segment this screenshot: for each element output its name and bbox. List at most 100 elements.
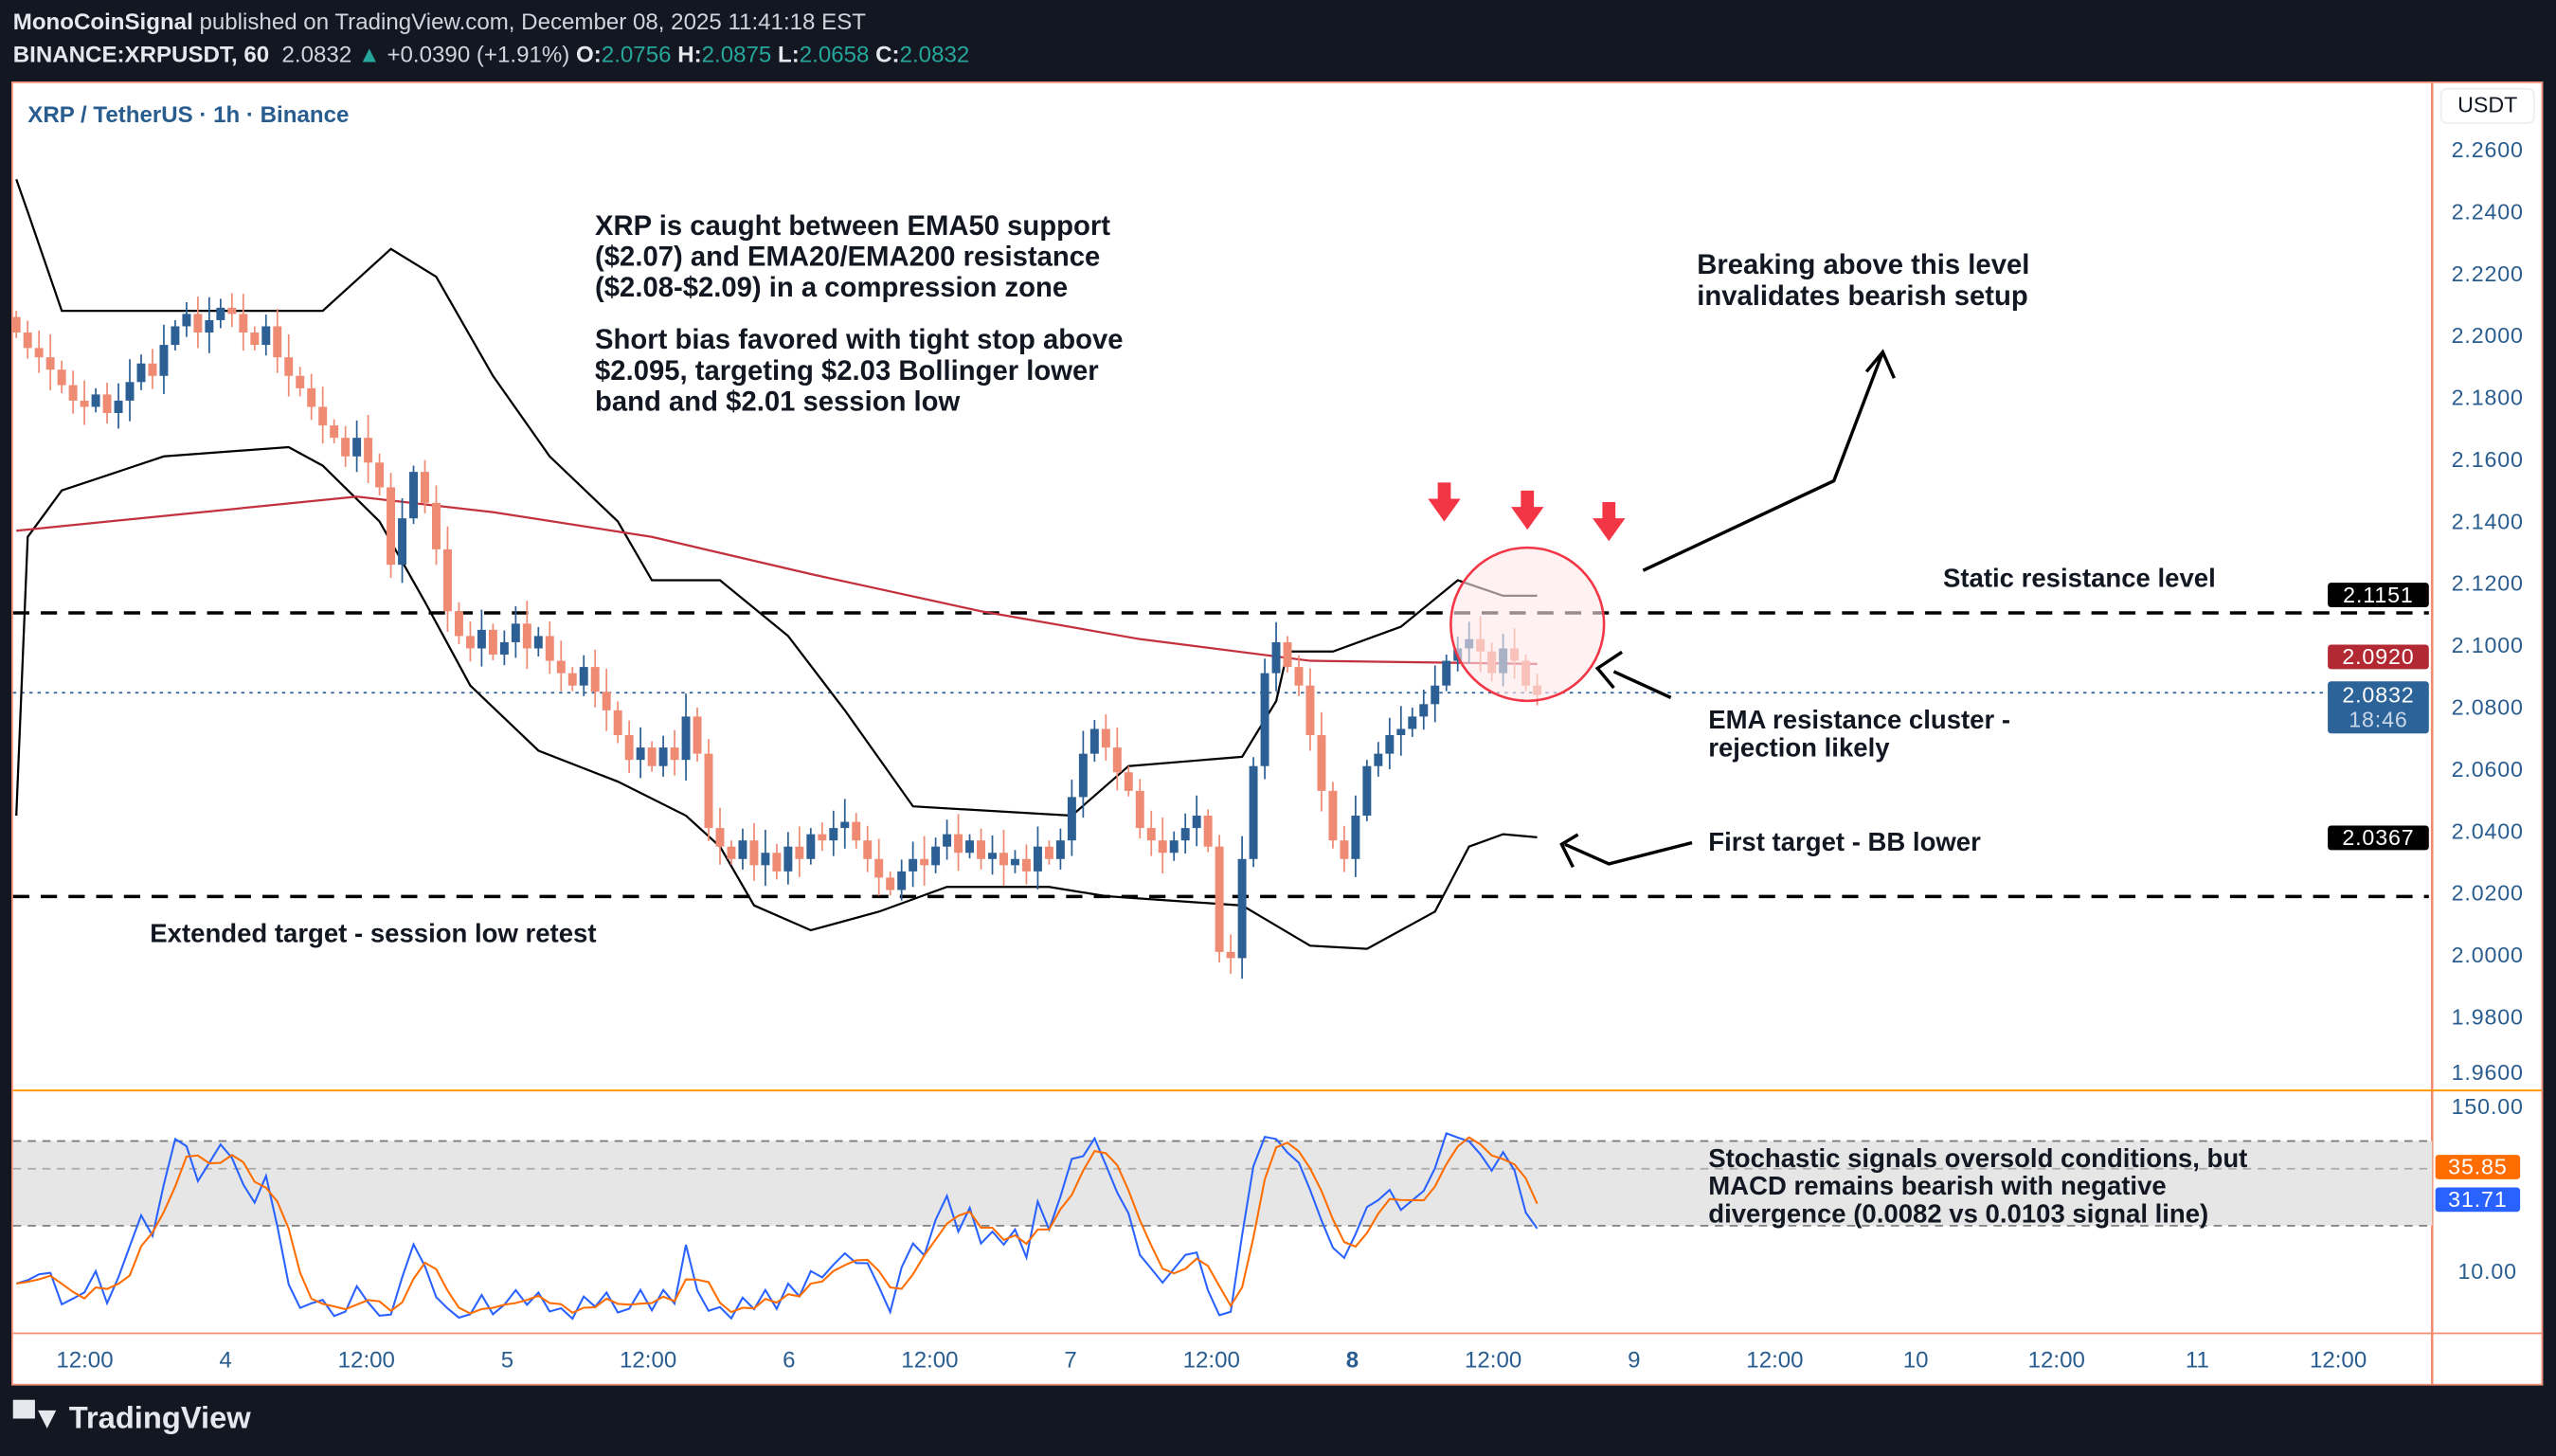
candle-body bbox=[749, 840, 759, 866]
candle-body bbox=[829, 828, 838, 841]
high-value: 2.0875 bbox=[701, 41, 772, 67]
candle-body bbox=[1135, 790, 1144, 829]
arrow-down-icon bbox=[1593, 501, 1626, 542]
candle bbox=[45, 333, 55, 391]
candle-body bbox=[125, 382, 135, 401]
candle bbox=[1169, 831, 1179, 861]
bollinger-lower-line bbox=[15, 445, 1538, 950]
close-label: C: bbox=[875, 41, 900, 67]
note-line: invalidates bearish setup bbox=[1697, 279, 2028, 312]
candle-body bbox=[261, 326, 271, 346]
last-price-tag: 2.0832 18:46 bbox=[2328, 681, 2429, 734]
candle-body bbox=[1021, 858, 1031, 872]
candle-body bbox=[670, 747, 679, 761]
candle-body bbox=[693, 716, 702, 754]
candle bbox=[307, 373, 316, 421]
candle-body bbox=[556, 660, 566, 674]
candle-body bbox=[250, 333, 260, 346]
ema-cluster-arrow[interactable] bbox=[1594, 650, 1672, 700]
candle bbox=[148, 349, 157, 389]
extended-target-note: Extended target - session low retest bbox=[150, 921, 597, 949]
candle-body bbox=[171, 326, 180, 346]
candle bbox=[330, 419, 339, 444]
author-name[interactable]: MonoCoinSignal bbox=[12, 8, 193, 35]
stochastic-fast-tag: 31.71 bbox=[2435, 1187, 2521, 1213]
candle-body bbox=[1374, 753, 1383, 766]
candle-body bbox=[68, 385, 78, 401]
candle bbox=[1044, 840, 1053, 865]
candle-body bbox=[897, 871, 907, 890]
candle-body bbox=[931, 846, 941, 866]
candle-body bbox=[1011, 858, 1019, 866]
candle bbox=[783, 832, 793, 885]
candle bbox=[227, 293, 237, 328]
tradingview-logo[interactable]: ▀▼ TradingView bbox=[13, 1402, 251, 1438]
rejection-zone-circle[interactable] bbox=[1449, 546, 1606, 703]
candle bbox=[909, 841, 918, 888]
candle bbox=[454, 602, 463, 644]
candle-body bbox=[91, 394, 100, 407]
candle-body bbox=[23, 333, 32, 349]
candle bbox=[375, 453, 385, 496]
candle bbox=[1362, 760, 1372, 821]
tradingview-logo-icon: ▀▼ bbox=[12, 1401, 63, 1436]
time-axis-label: 12:00 bbox=[1182, 1346, 1240, 1373]
ema-price-tag: 2.0920 bbox=[2328, 644, 2429, 670]
indicator-axis-top: 150.00 bbox=[2451, 1094, 2524, 1120]
arrow-down-icon bbox=[1511, 490, 1544, 530]
candle-body bbox=[818, 834, 827, 841]
candle bbox=[341, 425, 351, 467]
candle-body bbox=[11, 316, 21, 333]
candle-body bbox=[1237, 858, 1247, 959]
time-axis-label: 12:00 bbox=[1746, 1346, 1804, 1373]
candle bbox=[965, 834, 975, 859]
candle bbox=[931, 837, 941, 873]
time-axis-label: 12:00 bbox=[901, 1346, 959, 1373]
candle bbox=[1226, 934, 1235, 974]
candle-body bbox=[307, 387, 316, 407]
breakout-arrow[interactable] bbox=[1642, 349, 1896, 572]
candle-body bbox=[352, 438, 362, 457]
candle-body bbox=[114, 400, 123, 414]
candle-body bbox=[148, 363, 157, 376]
candle bbox=[1374, 742, 1383, 777]
price-axis-label: 2.1400 bbox=[2451, 509, 2524, 534]
ema-cluster-note: EMA resistance cluster - rejection likel… bbox=[1708, 708, 2010, 764]
high-label: H: bbox=[677, 41, 702, 67]
last-price: 2.0832 bbox=[281, 41, 352, 67]
price-axis-label: 2.1000 bbox=[2451, 633, 2524, 658]
candle bbox=[432, 485, 441, 566]
candle-body bbox=[159, 345, 169, 376]
price-axis-label: 2.0400 bbox=[2451, 818, 2524, 844]
annotation-arrows bbox=[1559, 349, 1896, 869]
bollinger-upper-line bbox=[15, 178, 1538, 818]
candle bbox=[738, 828, 747, 870]
candle-body bbox=[1328, 790, 1338, 841]
candle bbox=[681, 693, 691, 781]
candle-body bbox=[239, 314, 248, 333]
candle-body bbox=[727, 846, 736, 859]
candle-body bbox=[511, 623, 520, 642]
price-axis-label: 2.0600 bbox=[2451, 757, 2524, 782]
first-target-arrow[interactable] bbox=[1559, 833, 1693, 869]
candle bbox=[658, 735, 668, 777]
currency-button[interactable]: USDT bbox=[2439, 87, 2535, 124]
candle-body bbox=[545, 636, 554, 661]
candle-body bbox=[465, 636, 475, 649]
price-axis-label: 1.9600 bbox=[2451, 1060, 2524, 1086]
stochastic-note: Stochastic signals oversold conditions, … bbox=[1708, 1146, 2247, 1230]
candle bbox=[1351, 795, 1360, 877]
candle-body bbox=[1385, 735, 1395, 754]
price-axis-label: 2.1200 bbox=[2451, 571, 2524, 596]
candle bbox=[999, 830, 1008, 887]
candle-body bbox=[205, 319, 214, 333]
candle bbox=[1215, 835, 1224, 963]
price-change: +0.0390 (+1.91%) bbox=[387, 41, 570, 67]
candle-body bbox=[398, 518, 407, 566]
candle bbox=[795, 826, 804, 877]
candle bbox=[1294, 655, 1304, 696]
candle-body bbox=[1226, 951, 1235, 959]
time-axis-label: 4 bbox=[219, 1346, 232, 1373]
